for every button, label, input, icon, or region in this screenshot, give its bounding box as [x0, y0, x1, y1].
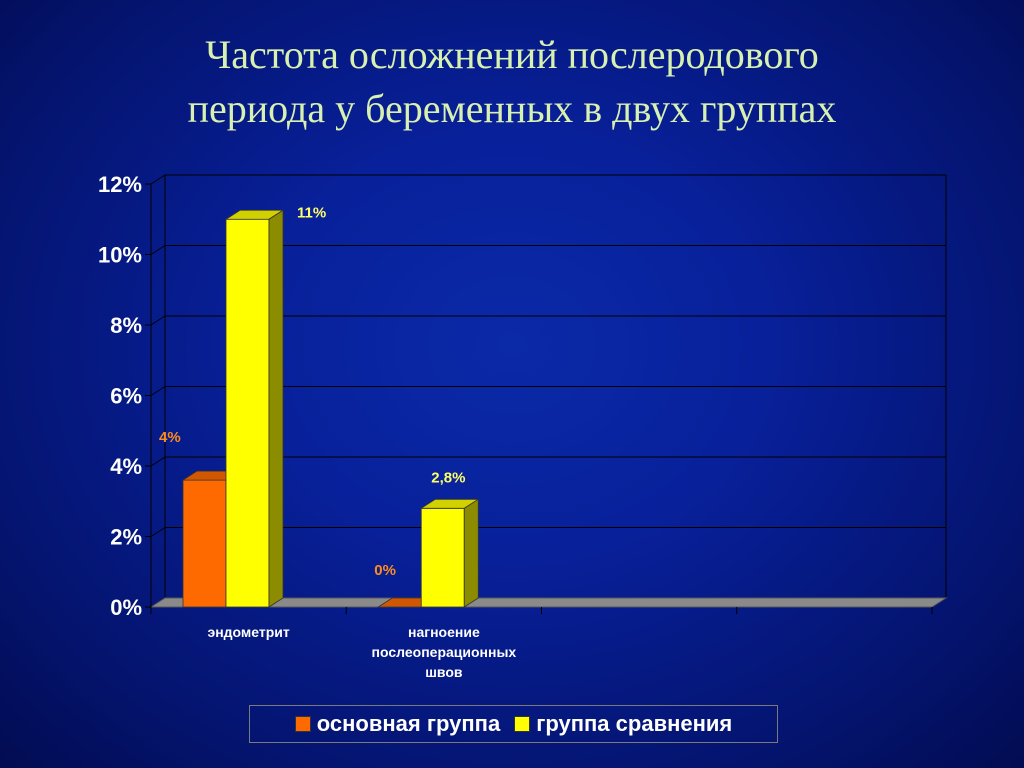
x-category-label-0: эндометрит — [207, 624, 289, 640]
x-category-label-1: нагноение послеоперационных швов — [372, 624, 517, 680]
data-label-s1-c1: 4% — [159, 429, 181, 446]
y-tick-label-3: 6% — [110, 384, 142, 409]
bar-s2-c2-side — [463, 498, 479, 608]
chart-legend: основная группа группа сравнения — [249, 705, 778, 743]
y-tick-label-6: 12% — [98, 172, 142, 197]
data-label-s1-c2: 0% — [374, 562, 396, 579]
slide-title: Частота осложнений послеродового периода… — [0, 28, 1024, 136]
bar-s2-c1-front — [225, 218, 270, 608]
legend-label-series-1: основная группа — [316, 711, 501, 736]
side-gridline-3 — [150, 386, 166, 396]
y-tick-label-4: 8% — [110, 313, 142, 338]
bar-s1-c1-front — [182, 479, 227, 608]
side-gridline-5 — [150, 245, 166, 255]
legend-item-series-2: группа сравнения — [514, 711, 732, 737]
y-tick-label-2: 4% — [110, 454, 142, 479]
bar-s2-c2-front — [420, 507, 465, 608]
legend-item-series-1: основная группа — [294, 711, 501, 737]
legend-swatch-series-1 — [294, 716, 311, 732]
chart-floor — [149, 597, 948, 608]
side-gridline-2 — [150, 456, 166, 467]
side-gridline-1 — [150, 527, 166, 537]
y-tick-label-5: 10% — [98, 243, 142, 268]
legend-swatch-series-2 — [514, 716, 531, 732]
y-tick-label-0: 0% — [110, 595, 142, 620]
bar-s2-c1-side — [268, 209, 284, 608]
side-gridline-6 — [150, 174, 166, 185]
side-gridline-4 — [150, 315, 166, 326]
legend-label-series-2: группа сравнения — [536, 711, 733, 736]
data-label-s2-c2: 2,8% — [431, 469, 465, 486]
title-line-1: Частота осложнений послеродового — [205, 32, 819, 77]
bar-chart: 0% 2% 4% 6% 8% 10% 12% эндометрит нагноение после… — [98, 172, 948, 680]
title-line-2: периода у беременных в двух группах — [187, 86, 837, 131]
data-label-s2-c1: 11% — [297, 204, 326, 221]
y-tick-label-1: 2% — [110, 525, 142, 550]
